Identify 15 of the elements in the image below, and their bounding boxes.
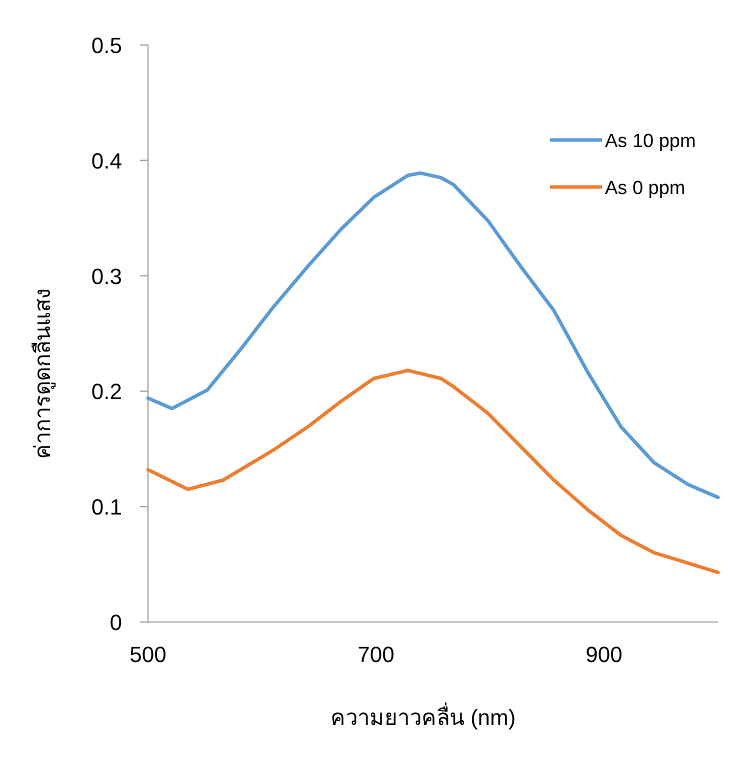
y-axis-title: ค่าการดูดกลืนแสง xyxy=(30,288,56,459)
line-series xyxy=(146,368,720,574)
y-tick-label: 0.5 xyxy=(91,33,122,58)
y-tick-label: 0.3 xyxy=(91,264,122,289)
y-tick-label: 0 xyxy=(110,610,122,635)
line-series xyxy=(146,171,720,500)
y-tick-label: 0.2 xyxy=(91,379,122,404)
x-tick-label: 900 xyxy=(586,642,622,667)
y-tick-label: 0.4 xyxy=(91,148,122,174)
x-axis-title: ความยาวคลื่น (nm) xyxy=(330,702,516,730)
legend-label: As 10 ppm xyxy=(605,131,696,152)
y-tick-label: 0.1 xyxy=(91,494,122,520)
x-tick-label: 500 xyxy=(130,642,166,667)
x-tick-label: 700 xyxy=(358,642,394,667)
legend-label: As 0 ppm xyxy=(605,178,686,199)
